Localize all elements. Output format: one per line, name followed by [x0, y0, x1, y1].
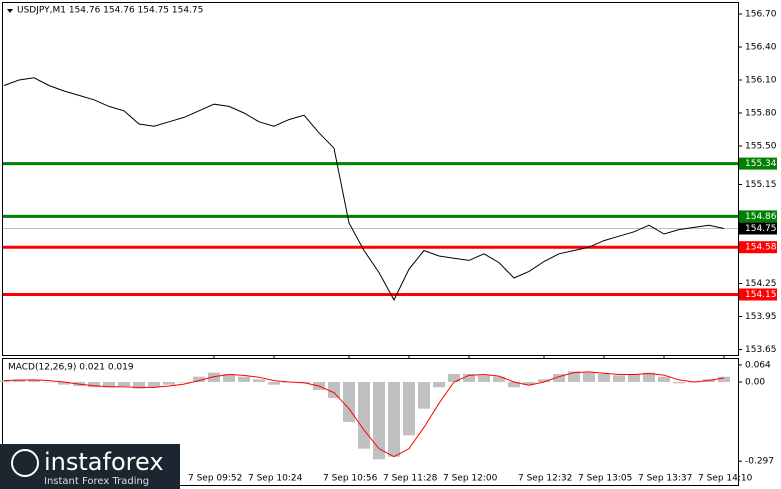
- macd-bar: [28, 379, 40, 382]
- macd-bar: [358, 382, 370, 449]
- price-line: [3, 77, 725, 302]
- macd-bar: [433, 382, 445, 388]
- macd-bar: [133, 382, 145, 389]
- x-tick-label: 7 Sep 13:05: [578, 474, 632, 484]
- macd-bar: [58, 382, 70, 385]
- chart-title: USDJPY,M1 154.76 154.76 154.75 154.75: [17, 6, 203, 16]
- level-label-box: [739, 210, 777, 223]
- macd-bar: [118, 382, 130, 386]
- macd-bar: [673, 382, 685, 384]
- y-tick-label: -0.297: [745, 457, 774, 467]
- macd-bar: [463, 374, 475, 382]
- current-price-label: 154.75: [745, 224, 777, 234]
- x-tick-label: 7 Sep 12:00: [443, 474, 498, 484]
- x-tick-label: 7 Sep 11:28: [383, 474, 438, 484]
- macd-bar: [223, 374, 235, 382]
- y-tick-label: 155.50: [745, 142, 777, 152]
- macd-bar: [568, 371, 580, 382]
- macd-bar: [598, 374, 610, 382]
- macd-bar: [148, 382, 160, 388]
- macd-bar: [253, 379, 265, 382]
- level-label-box: [739, 241, 777, 254]
- macd-bar: [523, 382, 535, 385]
- x-tick-label: 7 Sep 14:10: [698, 474, 753, 484]
- x-tick-label: 7 Sep 12:32: [518, 474, 572, 484]
- y-tick-label: 153.65: [745, 345, 777, 355]
- macd-bar: [478, 375, 490, 382]
- signal-line: [3, 371, 725, 458]
- macd-bar: [163, 382, 175, 385]
- macd-bar: [658, 376, 670, 382]
- macd-bar: [388, 382, 400, 457]
- macd-bar: [628, 374, 640, 382]
- macd-bar: [88, 382, 100, 388]
- level-label: 155.34: [745, 159, 777, 169]
- y-tick-label: 154.25: [745, 279, 777, 289]
- y-tick-label: 156.10: [745, 76, 777, 86]
- y-tick-label: 156.70: [745, 10, 777, 20]
- level-label-box: [739, 288, 777, 301]
- x-tick-label: 7 Sep 10:24: [248, 474, 303, 484]
- macd-bar: [43, 382, 55, 383]
- macd-bar: [448, 374, 460, 382]
- x-tick-label: 7 Sep 13:37: [638, 474, 692, 484]
- macd-bar: [343, 382, 355, 422]
- macd-bar: [208, 372, 220, 382]
- macd-bar: [553, 374, 565, 382]
- y-tick-label: 0.00: [745, 378, 765, 388]
- y-tick-label: 155.80: [745, 109, 777, 119]
- x-tick-label: 7 Sep 10:56: [323, 474, 378, 484]
- macd-panel: [2, 358, 739, 486]
- macd-bar: [13, 379, 25, 382]
- macd-bar: [718, 376, 730, 382]
- macd-bar: [238, 376, 250, 382]
- macd-bar: [643, 372, 655, 382]
- macd-bar: [328, 382, 340, 398]
- macd-bar: [538, 379, 550, 382]
- x-tick-label: 7 Sep 09:52: [188, 474, 242, 484]
- price-panel: [2, 2, 739, 356]
- macd-bar: [178, 382, 190, 383]
- y-tick-label: 155.15: [745, 180, 777, 190]
- macd-title: MACD(12,26,9) 0.021 0.019: [8, 363, 134, 373]
- level-label: 154.58: [745, 243, 777, 253]
- macd-bar: [418, 382, 430, 409]
- level-label: 154.86: [745, 212, 777, 222]
- menu-arrow[interactable]: [7, 9, 13, 13]
- macd-bar: [373, 382, 385, 460]
- y-tick-label: 0.064: [745, 360, 771, 370]
- y-tick-label: 156.40: [745, 43, 777, 53]
- macd-bar: [268, 382, 280, 385]
- macd-bar: [583, 372, 595, 382]
- macd-bar: [403, 382, 415, 436]
- macd-bar: [613, 375, 625, 382]
- macd-bar: [493, 376, 505, 382]
- macd-bar: [103, 382, 115, 388]
- macd-bar: [193, 376, 205, 382]
- logo-brand: instaforex: [44, 448, 164, 476]
- level-label: 154.15: [745, 290, 777, 300]
- level-label-box: [739, 157, 777, 170]
- y-tick-label: 153.95: [745, 312, 777, 322]
- macd-bar: [0, 380, 10, 382]
- logo-tagline: Instant Forex Trading: [44, 476, 149, 487]
- macd-bar: [508, 382, 520, 388]
- current-price-box: [739, 222, 777, 235]
- logo-icon: [11, 449, 39, 477]
- logo: instaforex Instant Forex Trading: [0, 444, 180, 489]
